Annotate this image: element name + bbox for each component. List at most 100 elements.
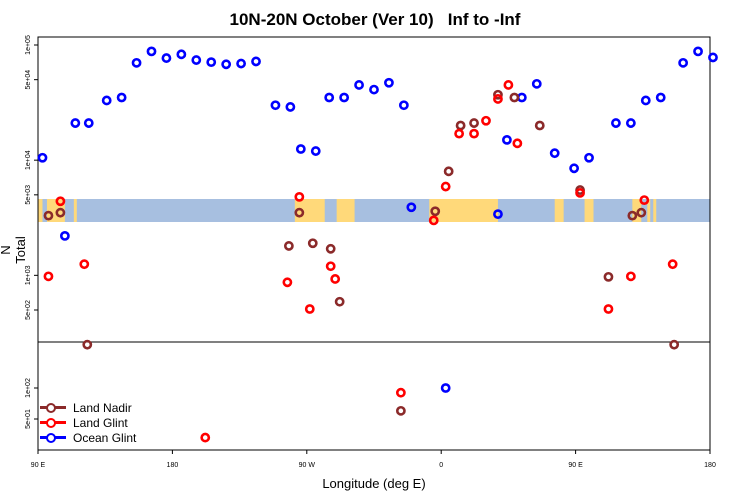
- data-point-land-nadir: [82, 339, 93, 350]
- legend-label: Land Nadir: [73, 400, 132, 415]
- data-point-land-glint: [481, 115, 491, 126]
- data-point-land-glint: [512, 138, 523, 149]
- y-tick-label: 5e+03: [25, 185, 32, 205]
- data-point-land-glint: [428, 215, 439, 226]
- data-point-land-nadir: [534, 120, 545, 131]
- data-point-land-glint: [43, 271, 54, 282]
- y-tick-label: 1e+04: [25, 150, 32, 170]
- data-point-land-glint: [603, 304, 614, 314]
- data-point-ocean-glint: [251, 56, 261, 67]
- data-point-ocean-glint: [83, 118, 94, 128]
- data-point-ocean-glint: [678, 57, 689, 68]
- data-point-ocean-glint: [611, 118, 621, 128]
- legend-item-ocean-glint: Ocean Glint: [40, 430, 136, 445]
- map-landmass: [38, 199, 43, 222]
- upper-panel-frame: [37, 36, 711, 343]
- y-tick-label: 1e+05: [25, 35, 32, 55]
- data-point-ocean-glint: [569, 163, 580, 174]
- data-point-ocean-glint: [354, 80, 364, 90]
- data-point-ocean-glint: [584, 152, 594, 163]
- data-point-ocean-glint: [440, 383, 451, 393]
- data-point-land-glint: [395, 387, 406, 398]
- data-point-ocean-glint: [146, 46, 157, 57]
- x-tick-label: 0: [439, 462, 443, 469]
- data-point-ocean-glint: [37, 152, 48, 163]
- data-point-land-glint: [79, 259, 90, 270]
- data-point-land-nadir: [334, 296, 345, 307]
- data-point-ocean-glint: [502, 134, 512, 145]
- data-point-ocean-glint: [236, 58, 246, 69]
- data-point-land-glint: [294, 191, 305, 202]
- data-point-ocean-glint: [516, 92, 527, 103]
- data-point-land-nadir: [43, 210, 54, 221]
- legend-label: Land Glint: [73, 415, 128, 430]
- data-point-ocean-glint: [339, 92, 350, 103]
- data-point-land-nadir: [395, 405, 406, 416]
- data-point-ocean-glint: [531, 78, 542, 89]
- x-tick-label: 180: [167, 462, 179, 469]
- data-point-land-glint: [625, 271, 636, 282]
- data-point-land-nadir: [509, 92, 520, 103]
- data-point-ocean-glint: [398, 100, 409, 111]
- data-point-ocean-glint: [324, 92, 335, 103]
- y-tick-label: 5e+04: [25, 70, 32, 90]
- data-point-land-nadir: [455, 120, 466, 131]
- data-point-ocean-glint: [131, 57, 142, 68]
- map-landmass: [336, 199, 355, 222]
- x-tick-label: 90 E: [31, 462, 46, 469]
- data-point-land-nadir: [307, 238, 318, 249]
- data-point-ocean-glint: [270, 100, 281, 111]
- data-point-land-nadir: [636, 207, 647, 218]
- data-point-land-glint: [575, 187, 585, 198]
- lower-panel-frame: [37, 341, 711, 451]
- map-landmass: [554, 199, 564, 222]
- y-axis-label: N Total: [0, 236, 28, 264]
- data-point-land-glint: [493, 94, 503, 104]
- legend-swatch-ocean-glint: [40, 432, 66, 443]
- data-point-land-glint: [55, 196, 66, 207]
- data-point-ocean-glint: [116, 92, 127, 103]
- data-point-ocean-glint: [693, 46, 703, 57]
- data-point-ocean-glint: [493, 209, 503, 220]
- legend: Land Nadir Land Glint Ocean Glint: [40, 400, 136, 445]
- legend-item-land-nadir: Land Nadir: [40, 400, 136, 415]
- map-landmass: [647, 199, 651, 222]
- map-landmass: [294, 199, 325, 222]
- data-point-ocean-glint: [161, 53, 172, 63]
- data-point-land-nadir: [627, 210, 638, 221]
- data-point-ocean-glint: [70, 118, 81, 128]
- data-point-ocean-glint: [625, 118, 636, 128]
- map-landmass: [584, 199, 594, 222]
- data-point-land-nadir: [294, 207, 305, 218]
- data-point-ocean-glint: [310, 146, 321, 156]
- data-point-land-glint: [469, 128, 479, 139]
- y-tick-label: 5e+01: [25, 409, 32, 429]
- data-point-land-glint: [503, 80, 514, 90]
- data-point-land-nadir: [469, 118, 479, 128]
- legend-item-land-glint: Land Glint: [40, 415, 136, 430]
- data-point-ocean-glint: [369, 84, 379, 95]
- chart-title: 10N-20N October (Ver 10) Inf to -Inf: [229, 10, 521, 29]
- data-point-ocean-glint: [191, 55, 202, 65]
- x-tick-label: 180: [704, 462, 716, 469]
- data-point-land-nadir: [325, 243, 336, 254]
- data-point-land-nadir: [283, 241, 294, 251]
- data-point-ocean-glint: [406, 202, 417, 213]
- data-point-ocean-glint: [285, 102, 296, 112]
- x-axis-label: Longitude (deg E): [322, 476, 426, 491]
- data-point-ocean-glint: [549, 148, 560, 159]
- legend-swatch-land-nadir: [40, 402, 66, 413]
- data-point-land-glint: [200, 432, 211, 443]
- data-point-land-glint: [330, 274, 341, 284]
- data-point-ocean-glint: [640, 95, 651, 106]
- map-landmass: [653, 199, 657, 222]
- data-point-land-glint: [282, 277, 293, 288]
- y-tick-label: 1e+02: [25, 378, 32, 398]
- x-tick-label: 90 E: [568, 462, 583, 469]
- data-point-land-glint: [639, 195, 650, 206]
- data-point-land-nadir: [443, 166, 454, 177]
- map-landmass: [632, 199, 642, 222]
- data-point-ocean-glint: [59, 230, 70, 241]
- y-tick-label: 5e+02: [25, 300, 32, 320]
